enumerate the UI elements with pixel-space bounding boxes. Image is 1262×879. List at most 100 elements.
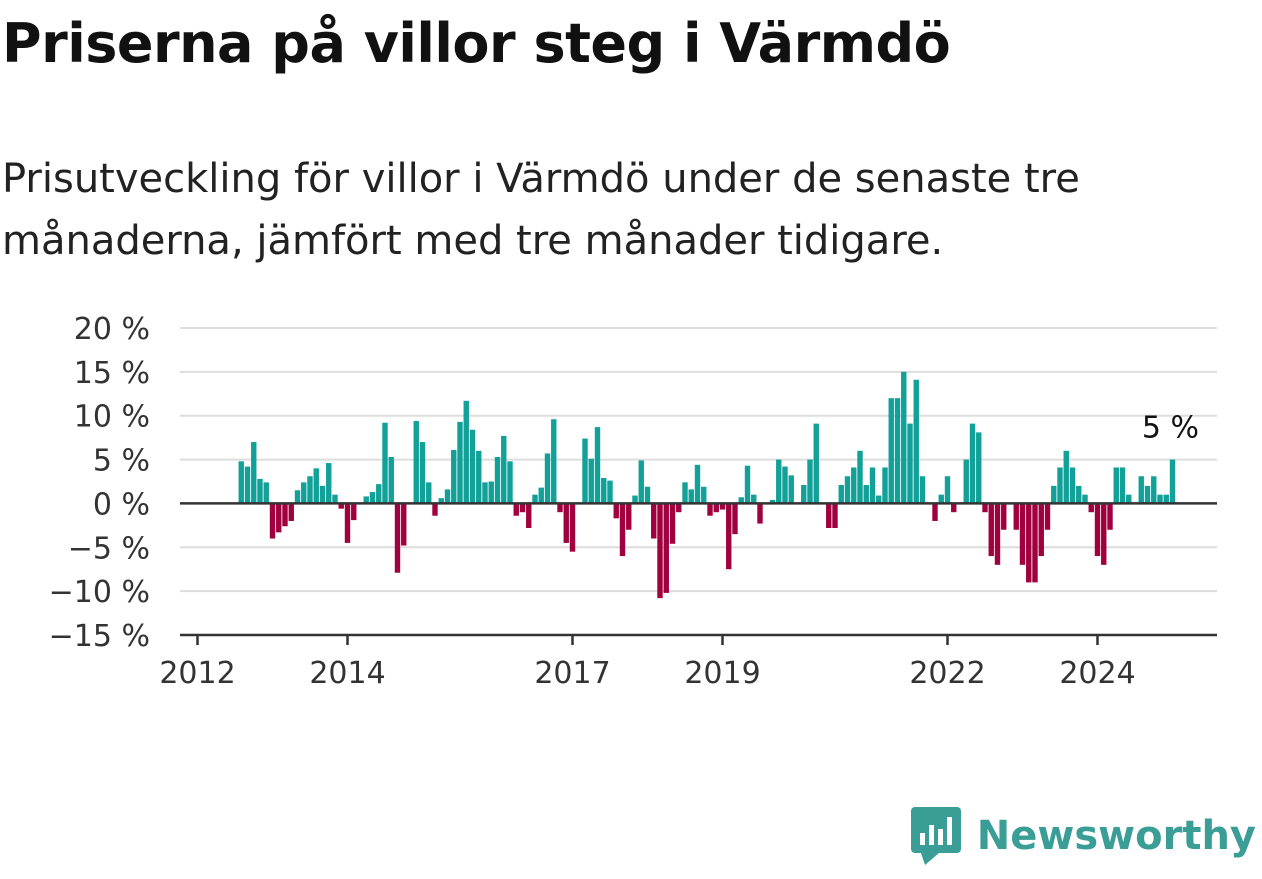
bar — [1126, 494, 1132, 504]
bar — [869, 467, 876, 504]
bar — [713, 503, 719, 513]
bar — [1063, 450, 1069, 504]
y-tick-label: 10 % — [74, 400, 150, 435]
bar — [951, 503, 957, 513]
x-tick-label: 2022 — [909, 656, 985, 691]
bar — [438, 498, 444, 504]
bar — [426, 482, 432, 504]
bar — [1001, 503, 1007, 530]
bar — [413, 420, 419, 504]
y-tick-label: 5 % — [93, 444, 150, 479]
bar — [1101, 503, 1107, 565]
bar — [657, 503, 663, 599]
bar — [363, 496, 369, 504]
bar — [963, 459, 969, 504]
bar — [469, 429, 476, 504]
bar — [1138, 476, 1144, 504]
bar — [1069, 467, 1076, 504]
bar — [913, 379, 919, 504]
bar — [276, 503, 282, 533]
bar — [557, 503, 563, 513]
bar — [982, 503, 988, 513]
bar — [838, 485, 844, 504]
bar — [244, 466, 251, 504]
bar — [726, 503, 732, 570]
chart-title: Priserna på villor steg i Värmdö — [2, 12, 951, 75]
bar — [776, 459, 782, 504]
bar — [432, 503, 438, 516]
bar — [651, 503, 657, 539]
bar — [832, 503, 838, 528]
bar — [1119, 467, 1126, 504]
bar — [1082, 494, 1088, 504]
bar — [738, 497, 744, 504]
bar — [476, 450, 482, 504]
bar — [544, 453, 551, 504]
bar — [269, 503, 276, 539]
bar — [663, 503, 669, 593]
chart-subtitle: Prisutveckling för villor i Värmdö under… — [2, 156, 1080, 264]
bar — [401, 503, 407, 546]
bar — [451, 449, 457, 504]
bar — [288, 503, 294, 521]
bar — [707, 503, 713, 516]
bar — [319, 485, 326, 504]
bar — [988, 503, 994, 557]
bar — [376, 484, 382, 504]
bar — [1032, 503, 1038, 583]
bar — [332, 494, 338, 504]
bar — [588, 458, 594, 504]
bar — [388, 456, 394, 504]
bar — [844, 476, 851, 504]
gridlines — [180, 327, 1217, 593]
bar — [294, 490, 301, 504]
bar — [463, 400, 469, 504]
bar — [644, 486, 651, 504]
bar — [1013, 503, 1019, 530]
bar — [851, 467, 857, 504]
bar — [1057, 467, 1063, 504]
bar — [538, 487, 544, 504]
bar — [551, 419, 557, 504]
bar — [563, 503, 569, 543]
bar — [1151, 476, 1157, 504]
bar — [501, 435, 507, 504]
x-tick-label: 2019 — [684, 656, 760, 691]
bar — [1051, 485, 1057, 504]
y-axis: 20 % 15 % 10 % 5 % 0 % −5 % −10 % −15 % — [49, 312, 150, 654]
bars — [238, 371, 1176, 599]
brand-name: Newsworthy — [976, 813, 1256, 859]
bar — [607, 480, 613, 504]
bar — [788, 475, 794, 504]
bar — [238, 461, 244, 504]
bar — [694, 464, 701, 504]
y-tick-label: 20 % — [74, 312, 150, 347]
bar-chart: 20 %15 %10 %5 %0 %−5 %−10 %−15 % 2012 201… — [49, 312, 1217, 691]
bar — [382, 422, 388, 504]
bar — [1107, 503, 1113, 530]
bar — [894, 398, 901, 504]
bar — [444, 489, 451, 504]
bar — [1044, 503, 1051, 530]
bar — [882, 467, 888, 504]
bar — [807, 459, 813, 504]
bar — [619, 503, 626, 557]
bar — [526, 503, 532, 528]
bar — [344, 503, 351, 543]
bar — [569, 503, 576, 552]
bar — [682, 482, 688, 504]
bar — [513, 503, 519, 516]
bar — [1169, 459, 1176, 504]
bar — [313, 468, 319, 504]
bar — [751, 494, 757, 504]
x-tick-label: 2012 — [159, 656, 235, 691]
bar — [394, 503, 401, 573]
bar — [744, 465, 751, 504]
bar — [351, 503, 357, 521]
bar — [301, 482, 307, 504]
bar — [944, 476, 951, 504]
bar — [932, 503, 938, 521]
bar — [1144, 485, 1151, 504]
bar — [782, 466, 788, 504]
bar — [263, 482, 269, 504]
